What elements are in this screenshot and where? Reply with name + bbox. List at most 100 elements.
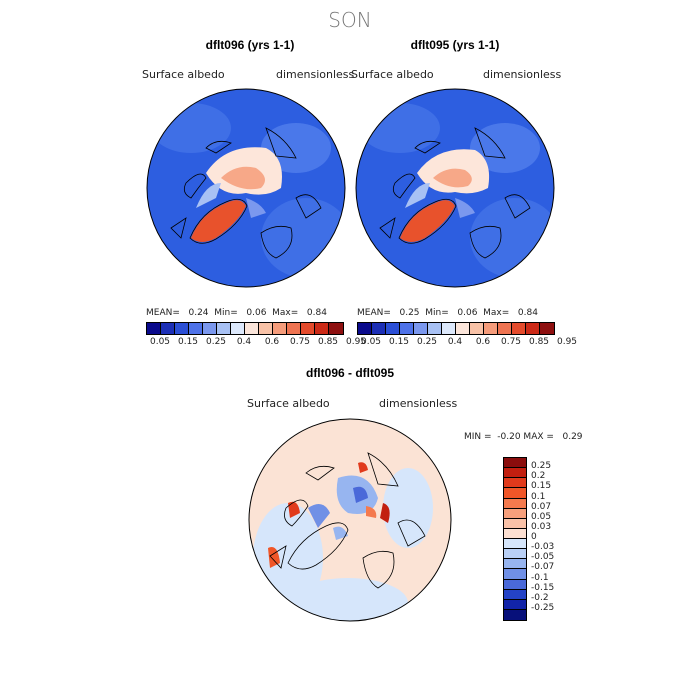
mean-value: 0.24 <box>188 308 209 318</box>
colorbar-swatch <box>175 323 189 334</box>
colorbar-swatch <box>504 528 526 539</box>
panel1-colorbar-ticks: 0.05 0.15 0.25 0.4 0.6 0.75 0.85 0.95 <box>146 337 366 349</box>
mean-label: MEAN= <box>146 308 180 318</box>
colorbar-swatch <box>301 323 315 334</box>
colorbar-tick-label: 0.75 <box>500 337 522 347</box>
panel2-stats: MEAN= 0.25 Min= 0.06 Max= 0.84 <box>357 308 538 318</box>
colorbar-swatch <box>358 323 372 334</box>
colorbar-swatch <box>540 323 554 334</box>
colorbar-swatch <box>217 323 231 334</box>
max-label: Max= <box>483 308 510 318</box>
sea-ice-mid <box>433 168 472 188</box>
colorbar-swatch <box>428 323 442 334</box>
colorbar-swatch <box>231 323 245 334</box>
panel2-polar-map <box>355 88 555 288</box>
colorbar-tick-label: 0.05 <box>149 337 171 347</box>
colorbar-swatch <box>161 323 175 334</box>
panel2-colorbar <box>357 322 555 335</box>
colorbar-swatch <box>414 323 428 334</box>
colorbar-swatch <box>504 539 526 550</box>
colorbar-tick-label: 0.25 <box>205 337 227 347</box>
min-value: 0.06 <box>246 308 267 318</box>
colorbar-swatch <box>504 559 526 570</box>
coastlines <box>269 452 426 589</box>
min-value: 0.06 <box>457 308 478 318</box>
colorbar-tick-label: 0.85 <box>317 337 339 347</box>
colorbar-tick-label: 0.95 <box>556 337 578 347</box>
panel1-colorbar <box>146 322 344 335</box>
diff-stats: MIN = -0.20 MAX = 0.29 <box>464 432 583 442</box>
min-label: Min= <box>214 308 238 318</box>
colorbar-swatch <box>245 323 259 334</box>
colorbar-tick-label: -0.05 <box>531 552 555 563</box>
colorbar-tick-label: 0.05 <box>531 511 552 522</box>
colorbar-tick-label: 0.4 <box>236 337 252 347</box>
colorbar-swatch <box>504 549 526 560</box>
colorbar-swatch <box>273 323 287 334</box>
colorbar-tick-label: 0.15 <box>388 337 410 347</box>
colorbar-tick-label: 0.03 <box>531 521 552 532</box>
colorbar-swatch <box>372 323 386 334</box>
panel2-title: dflt095 (yrs 1-1) <box>410 38 500 52</box>
panel1-var-label: Surface albedo <box>142 68 225 81</box>
colorbar-swatch <box>504 589 526 600</box>
colorbar-swatch <box>526 323 540 334</box>
colorbar-swatch <box>442 323 456 334</box>
diff-polar-map <box>248 418 452 622</box>
diff-units: dimensionless <box>379 397 458 410</box>
max-value: 0.84 <box>306 308 327 318</box>
panel1-stats: MEAN= 0.24 Min= 0.06 Max= 0.84 <box>146 308 327 318</box>
colorbar-swatch <box>484 323 498 334</box>
panel1-title: dflt096 (yrs 1-1) <box>205 38 295 52</box>
max-value: 0.84 <box>517 308 538 318</box>
colorbar-swatch <box>504 518 526 529</box>
colorbar-tick-label: -0.07 <box>531 562 555 573</box>
colorbar-tick-label: -0.2 <box>531 592 549 603</box>
colorbar-swatch <box>203 323 217 334</box>
colorbar-tick-label: 0.15 <box>531 481 552 492</box>
colorbar-tick-label: 0.15 <box>177 337 199 347</box>
colorbar-swatch <box>315 323 329 334</box>
colorbar-swatch <box>400 323 414 334</box>
colorbar-swatch <box>504 488 526 499</box>
min-label: Min= <box>425 308 449 318</box>
colorbar-swatch <box>512 323 526 334</box>
colorbar-swatch <box>504 498 526 509</box>
colorbar-tick-label: 0 <box>531 532 537 542</box>
colorbar-swatch <box>329 323 343 334</box>
panel2-colorbar-ticks: 0.05 0.15 0.25 0.4 0.6 0.75 0.85 0.95 <box>357 337 577 349</box>
colorbar-tick-label: 0.05 <box>360 337 382 347</box>
colorbar-swatch <box>504 508 526 519</box>
panel1-units: dimensionless <box>276 68 355 81</box>
colorbar-swatch <box>259 323 273 334</box>
colorbar-swatch <box>504 579 526 590</box>
coastlines <box>170 127 322 259</box>
max-label: Max= <box>272 308 299 318</box>
colorbar-swatch <box>504 609 526 620</box>
colorbar-swatch <box>386 323 400 334</box>
colorbar-tick-label: 0.6 <box>475 337 491 347</box>
colorbar-tick-label: 0.2 <box>531 471 546 482</box>
colorbar-swatch <box>456 323 470 334</box>
colorbar-swatch <box>504 569 526 580</box>
colorbar-tick-label: -0.03 <box>531 542 555 553</box>
panel2-var-label: Surface albedo <box>351 68 434 81</box>
colorbar-swatch <box>504 468 526 479</box>
colorbar-swatch <box>498 323 512 334</box>
colorbar-tick-label: 0.95 <box>345 337 367 347</box>
greenland-high-albedo <box>400 200 455 242</box>
colorbar-tick-label: 0.1 <box>531 491 546 502</box>
colorbar-tick-label: -0.15 <box>531 582 555 593</box>
season-title: SON <box>328 8 372 32</box>
colorbar-tick-label: 0.25 <box>531 461 552 472</box>
diff-colorbar-labels: 0.25 0.2 0.15 0.1 0.07 0.05 0.03 0 -0.03 -0.05 -0.… <box>531 457 581 627</box>
panel1-polar-map <box>146 88 346 288</box>
colorbar-tick-label: 0.6 <box>264 337 280 347</box>
colorbar-swatch <box>147 323 161 334</box>
panel2-units: dimensionless <box>483 68 562 81</box>
colorbar-tick-label: 0.75 <box>289 337 311 347</box>
colorbar-tick-label: 0.85 <box>528 337 550 347</box>
colorbar-swatch <box>504 458 526 469</box>
colorbar-tick-label: 0.07 <box>531 501 552 512</box>
diff-title: dflt096 - dflt095 <box>305 366 395 380</box>
